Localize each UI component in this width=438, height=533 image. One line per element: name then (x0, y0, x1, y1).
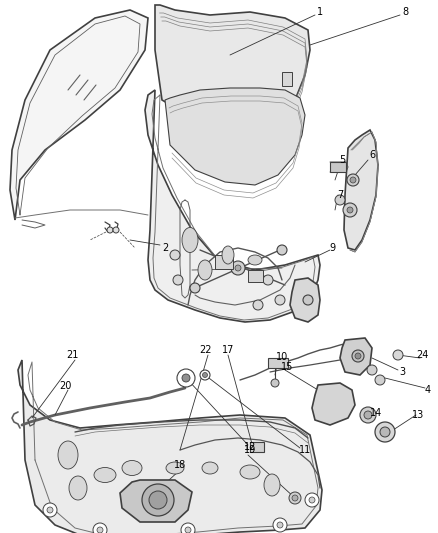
Circle shape (93, 523, 107, 533)
Text: 18: 18 (174, 460, 186, 470)
Circle shape (113, 227, 119, 233)
Bar (268, 358, 288, 368)
Circle shape (182, 374, 190, 382)
Ellipse shape (69, 476, 87, 500)
Text: 11: 11 (299, 445, 311, 455)
Circle shape (347, 207, 353, 213)
Ellipse shape (182, 228, 198, 253)
Ellipse shape (248, 255, 262, 265)
Circle shape (393, 350, 403, 360)
Circle shape (277, 522, 283, 528)
Text: 21: 21 (66, 350, 78, 360)
Bar (250, 442, 264, 452)
Circle shape (271, 379, 279, 387)
Circle shape (335, 195, 345, 205)
Circle shape (292, 495, 298, 501)
Circle shape (177, 369, 195, 387)
Polygon shape (165, 88, 305, 185)
Ellipse shape (166, 462, 184, 474)
Circle shape (97, 527, 103, 533)
Circle shape (375, 422, 395, 442)
Text: 6: 6 (369, 150, 375, 160)
Circle shape (263, 275, 273, 285)
Polygon shape (312, 383, 355, 425)
Circle shape (149, 491, 167, 509)
Text: 17: 17 (222, 345, 234, 355)
Bar (248, 270, 263, 282)
Circle shape (43, 503, 57, 517)
Circle shape (275, 295, 285, 305)
Text: 10: 10 (276, 352, 288, 362)
Circle shape (303, 295, 313, 305)
Ellipse shape (222, 246, 234, 264)
Text: 9: 9 (329, 243, 335, 253)
Circle shape (375, 375, 385, 385)
Polygon shape (155, 5, 310, 130)
Ellipse shape (94, 467, 116, 482)
Text: 15: 15 (281, 362, 293, 372)
Text: 14: 14 (370, 408, 382, 418)
Text: 24: 24 (416, 350, 428, 360)
Circle shape (277, 245, 287, 255)
Bar (282, 72, 292, 86)
Ellipse shape (264, 474, 280, 496)
Polygon shape (290, 278, 320, 322)
Circle shape (347, 174, 359, 186)
Text: 13: 13 (412, 410, 424, 420)
Circle shape (235, 265, 241, 271)
Text: 8: 8 (402, 7, 408, 17)
Circle shape (181, 523, 195, 533)
Text: 12: 12 (244, 442, 256, 452)
Text: 2: 2 (162, 243, 168, 253)
Circle shape (305, 493, 319, 507)
Circle shape (343, 203, 357, 217)
Circle shape (364, 411, 372, 419)
Text: 5: 5 (339, 155, 345, 165)
Bar (330, 162, 346, 172)
Polygon shape (18, 360, 322, 533)
Text: 22: 22 (199, 345, 211, 355)
Text: 19: 19 (244, 445, 256, 455)
Text: 20: 20 (59, 381, 71, 391)
Ellipse shape (240, 465, 260, 479)
Ellipse shape (198, 260, 212, 280)
Text: 4: 4 (425, 385, 431, 395)
Circle shape (367, 365, 377, 375)
Polygon shape (145, 90, 320, 322)
Circle shape (202, 373, 208, 377)
Circle shape (190, 283, 200, 293)
Ellipse shape (202, 462, 218, 474)
Circle shape (200, 370, 210, 380)
Circle shape (360, 407, 376, 423)
Circle shape (47, 507, 53, 513)
Text: 3: 3 (399, 367, 405, 377)
Circle shape (273, 518, 287, 532)
Circle shape (380, 427, 390, 437)
Circle shape (253, 300, 263, 310)
Circle shape (173, 275, 183, 285)
Circle shape (142, 484, 174, 516)
Polygon shape (344, 130, 378, 250)
Circle shape (350, 177, 356, 183)
Circle shape (170, 250, 180, 260)
Ellipse shape (122, 461, 142, 475)
Polygon shape (120, 480, 192, 522)
Ellipse shape (58, 441, 78, 469)
Circle shape (107, 227, 113, 233)
Text: 1: 1 (317, 7, 323, 17)
Polygon shape (340, 338, 372, 375)
Circle shape (352, 350, 364, 362)
Bar (215, 255, 233, 269)
Circle shape (185, 527, 191, 533)
Circle shape (355, 353, 361, 359)
Circle shape (309, 497, 315, 503)
Circle shape (231, 261, 245, 275)
Circle shape (289, 492, 301, 504)
Text: 7: 7 (337, 190, 343, 200)
Polygon shape (10, 10, 148, 220)
